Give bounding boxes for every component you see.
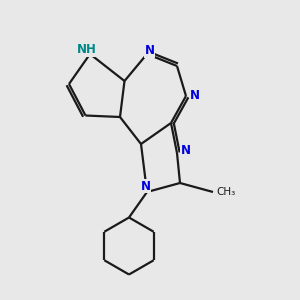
Text: N: N (144, 44, 154, 58)
Text: CH₃: CH₃ (217, 187, 236, 197)
Text: N: N (140, 179, 151, 193)
Text: NH: NH (77, 43, 97, 56)
Text: N: N (181, 144, 191, 157)
Text: N: N (190, 89, 200, 103)
